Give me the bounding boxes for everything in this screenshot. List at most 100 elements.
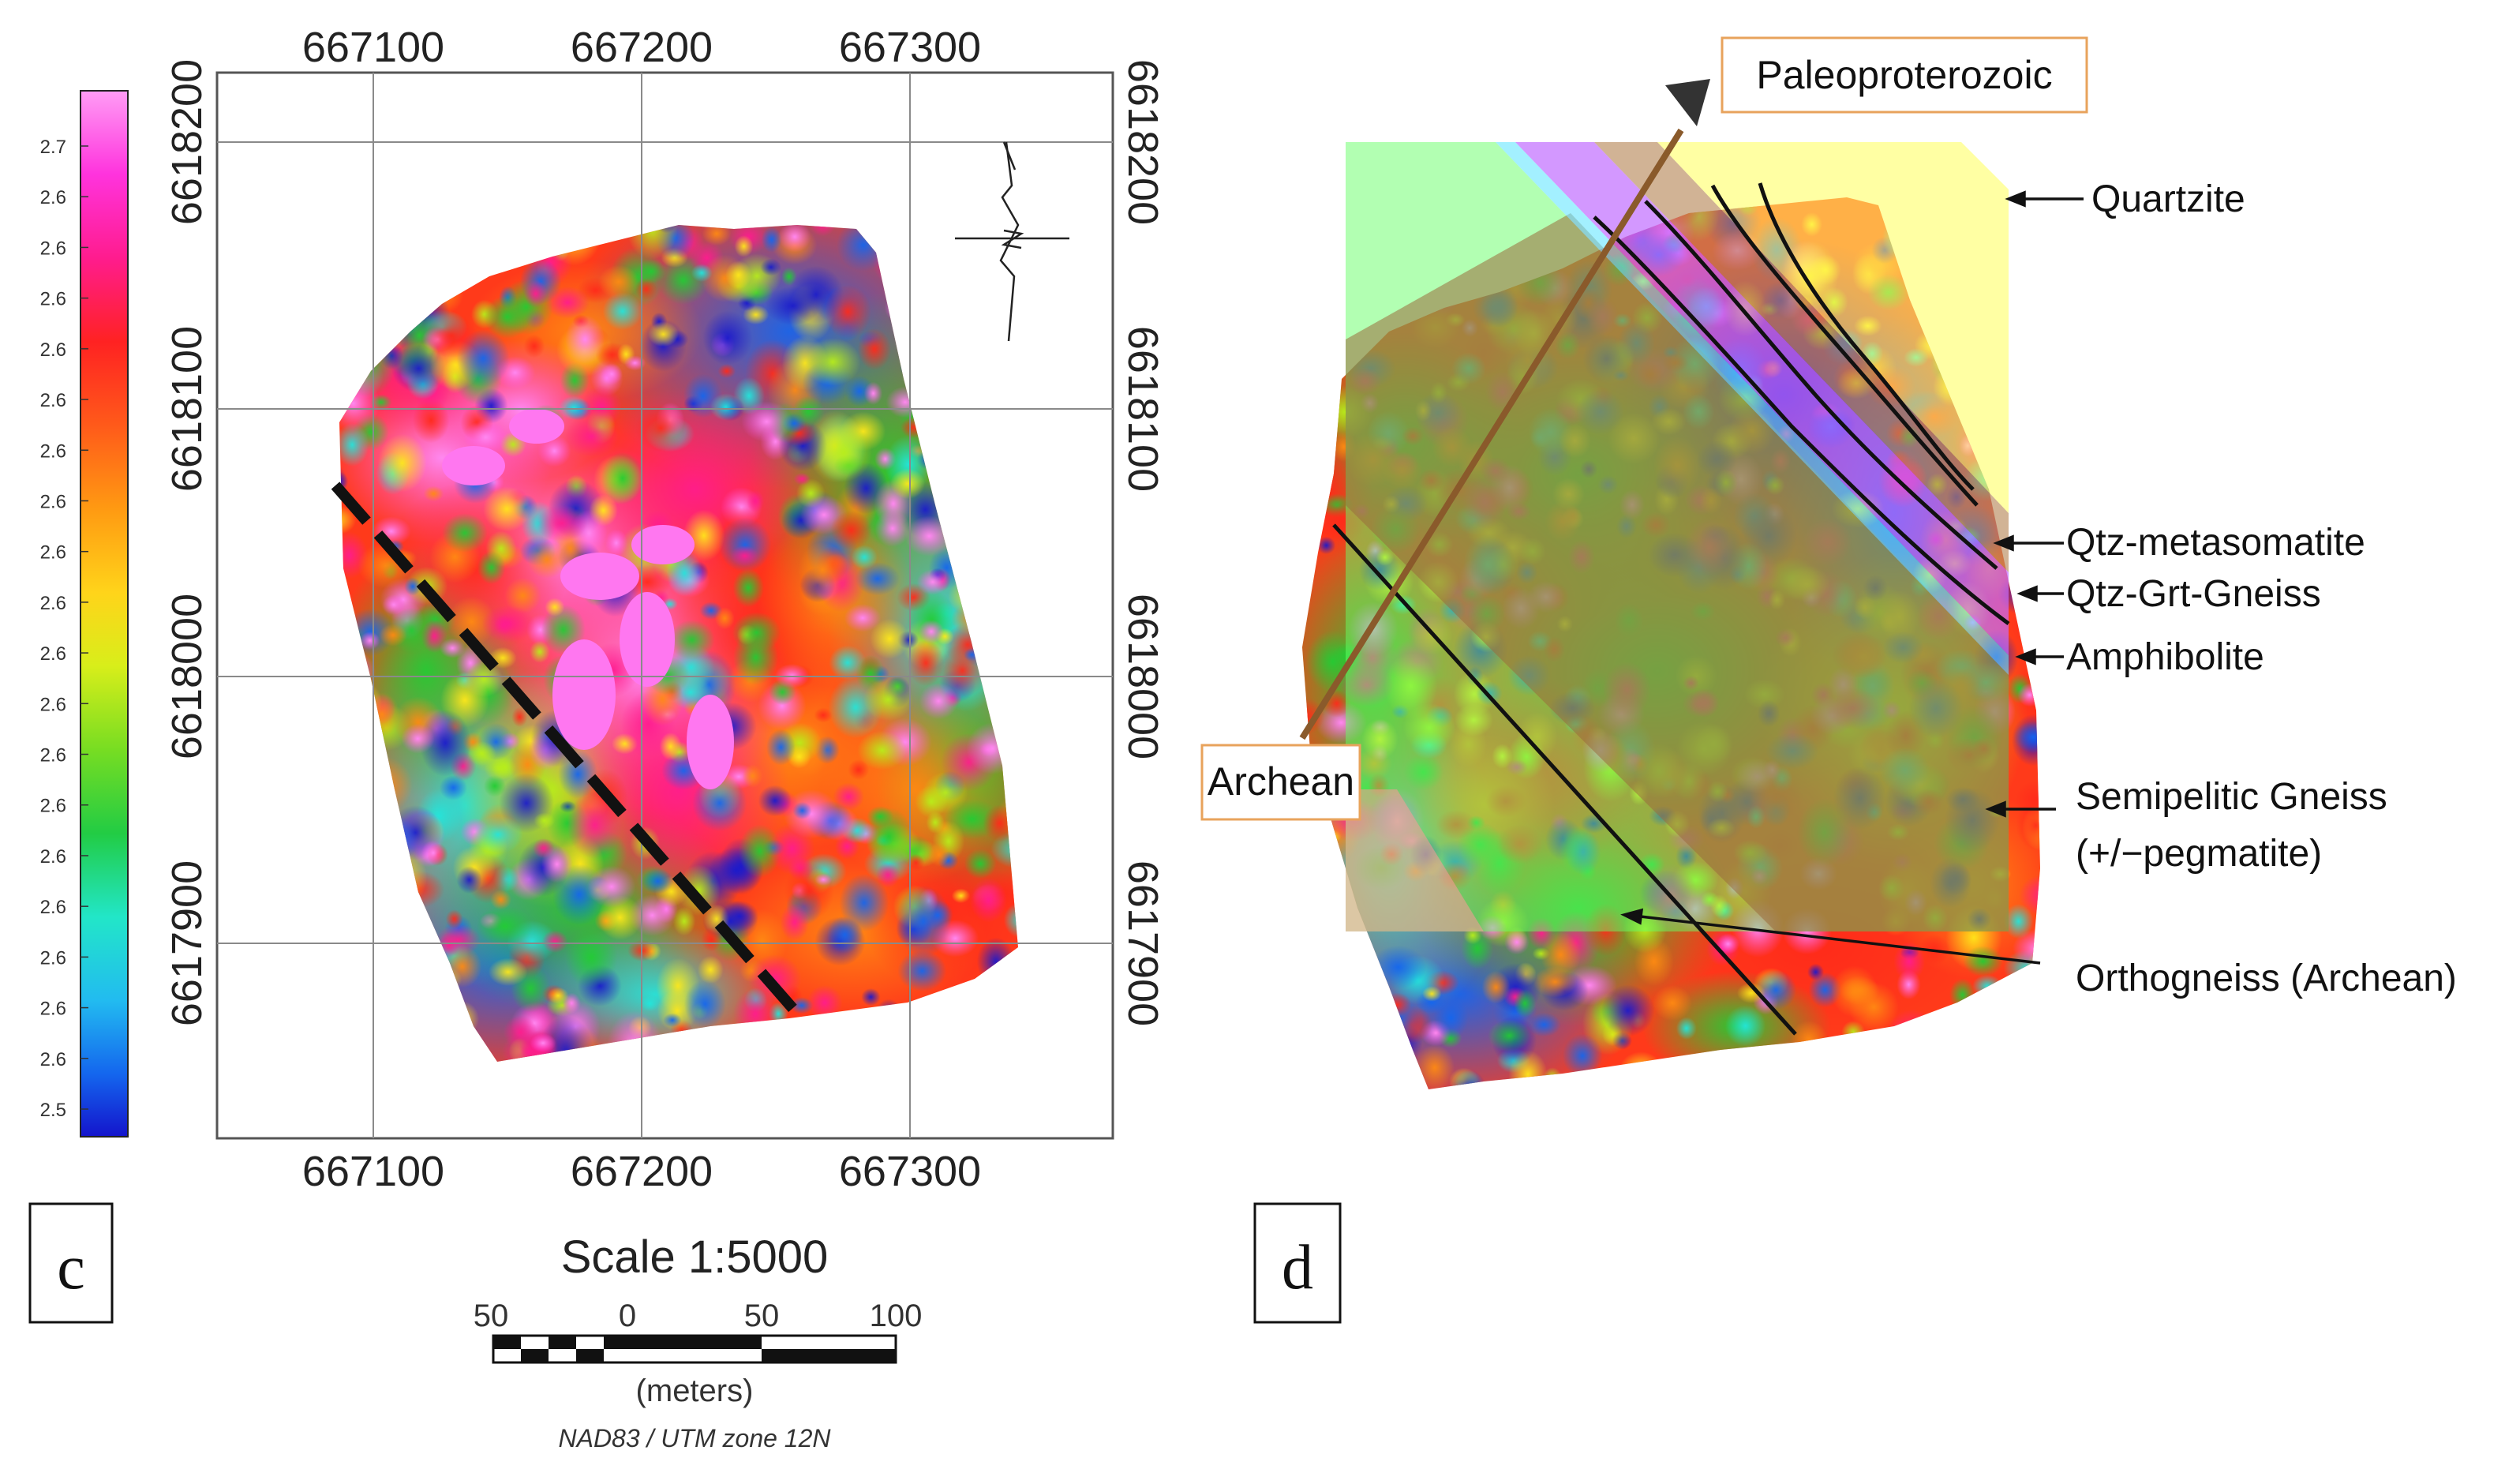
anomaly-blob	[1893, 942, 1926, 981]
colorbar-label: 2.6	[40, 542, 66, 564]
colorbar-label: 2.6	[40, 694, 66, 715]
colorbar-gradient	[80, 90, 129, 1138]
scale-tick-label: 0	[619, 1299, 636, 1333]
legend-quartzite: Quartzite	[2091, 178, 2245, 220]
anomaly-blob	[814, 707, 833, 723]
north-arrow-icon	[955, 141, 1069, 342]
anomaly-blob	[928, 842, 950, 867]
overlay-metasomatite	[1515, 142, 2009, 655]
anomaly-blob	[1964, 1005, 2009, 1042]
anomaly-blob	[683, 980, 726, 1029]
colorbar-label: 2.6	[40, 846, 66, 868]
panel-c-x-ticks-top: 667100 667200 667300	[302, 24, 981, 71]
paleo-label: Paleoproterozoic	[1756, 53, 2052, 97]
anomaly-blob	[1316, 536, 1336, 555]
anomaly-blob	[725, 260, 752, 290]
anomaly-blob	[758, 785, 792, 817]
anomaly-blob	[1957, 1071, 1983, 1089]
anomaly-blob	[746, 489, 765, 512]
anomaly-blob	[425, 313, 478, 358]
anomaly-blob	[659, 732, 682, 761]
scale-tick-labels: 50 0 50 100	[474, 1299, 923, 1333]
anomaly-blob	[970, 878, 1007, 923]
anomaly-blob	[523, 279, 548, 308]
anomaly-blob	[547, 987, 569, 1004]
anomaly-blob	[523, 334, 545, 358]
anomaly-blob	[677, 864, 721, 916]
x-tick-label-top: 667100	[302, 24, 444, 71]
anomaly-blob	[2003, 904, 2034, 939]
colorbar-label: 2.6	[40, 187, 66, 208]
scale-checker-cell	[493, 1336, 521, 1349]
anomaly-blob	[534, 812, 556, 829]
anomaly-blob	[419, 709, 471, 777]
colorbar-ticks	[81, 145, 88, 1110]
anomaly-blob	[1310, 309, 1345, 346]
anomaly-blob	[714, 607, 735, 630]
geology-overlays	[1346, 142, 2009, 931]
anomaly-blob	[1346, 1059, 1395, 1089]
anomaly-blob	[2026, 948, 2040, 987]
anomaly-blob	[377, 433, 427, 493]
anomaly-blob	[1355, 1055, 1376, 1074]
anomaly-blob	[1990, 1026, 2040, 1070]
anomaly-blob	[807, 984, 843, 1021]
anomaly-blob	[565, 926, 618, 989]
x-tick-label-bottom: 667200	[571, 1148, 713, 1195]
anomaly-blob	[635, 259, 668, 284]
anomaly-blob	[1302, 238, 1333, 293]
colorbar-label: 2.6	[40, 897, 66, 918]
anomaly-blob	[741, 401, 792, 442]
colorbar-label: 2.5	[40, 1100, 66, 1121]
colorbar-label: 2.6	[40, 339, 66, 361]
anomaly-blob	[642, 868, 674, 894]
anomaly-blob	[623, 355, 646, 371]
anomaly-blob	[1306, 390, 1335, 417]
anomaly-blob	[504, 577, 541, 614]
anomaly-blob	[1975, 986, 2028, 1037]
geology-legend: Quartzite Qtz-metasomatite Qtz-Grt-Gneis…	[2066, 178, 2457, 999]
anomaly-blob	[530, 1033, 556, 1053]
anomaly-blob	[732, 568, 765, 608]
anomaly-blob	[2015, 1059, 2040, 1089]
y-tick-label-right: 6618000	[1119, 594, 1166, 759]
anomaly-blob	[1329, 946, 1350, 970]
anomaly-blob	[830, 511, 872, 550]
anomaly-blob	[717, 364, 736, 379]
anomaly-blob	[1725, 1005, 1766, 1047]
anomaly-blob	[1302, 434, 1315, 455]
anomaly-blob	[692, 774, 747, 831]
colorbar-label: 2.6	[40, 390, 66, 411]
anomaly-blob	[511, 707, 528, 728]
panel-c-x-ticks-bottom: 667100 667200 667300	[302, 1148, 981, 1195]
anomaly-blob	[1339, 1055, 1384, 1089]
anomaly-blob	[1991, 1043, 2019, 1065]
anomaly-blob	[404, 577, 421, 596]
panel-c: 667100 667200 667300 667100 667200 667300 66…	[28, 24, 1166, 1452]
anomaly-blob	[1503, 929, 1530, 955]
scale-units: (meters)	[636, 1374, 754, 1408]
anomaly-blob	[2029, 401, 2040, 433]
anomaly-blob	[1325, 954, 1354, 974]
anomaly-blob	[359, 632, 380, 650]
anomaly-blob	[857, 730, 907, 770]
anomaly-blob	[824, 284, 872, 339]
anomaly-blob	[1543, 1067, 1562, 1087]
anomaly-blob	[537, 434, 571, 467]
anomaly-blob	[964, 849, 997, 879]
anomaly-blob	[855, 561, 901, 596]
anomaly-blob	[701, 927, 722, 952]
panel-d-letter: d	[1282, 1233, 1313, 1302]
anomaly-blob	[545, 598, 565, 617]
anomaly-blob	[602, 292, 642, 331]
overlay-qtz-grt-gneiss	[1594, 142, 2009, 572]
anomaly-blob	[672, 906, 696, 936]
anomaly-blob	[541, 930, 568, 954]
colorbar-label: 2.6	[40, 440, 66, 462]
anomaly-blob	[648, 321, 679, 347]
y-tick-label-right: 6618200	[1119, 59, 1166, 225]
anomaly-blob	[1949, 978, 1976, 1011]
anomaly-blob	[732, 612, 781, 654]
anomaly-blob	[483, 774, 507, 797]
scale-tick-label: 100	[870, 1299, 923, 1333]
